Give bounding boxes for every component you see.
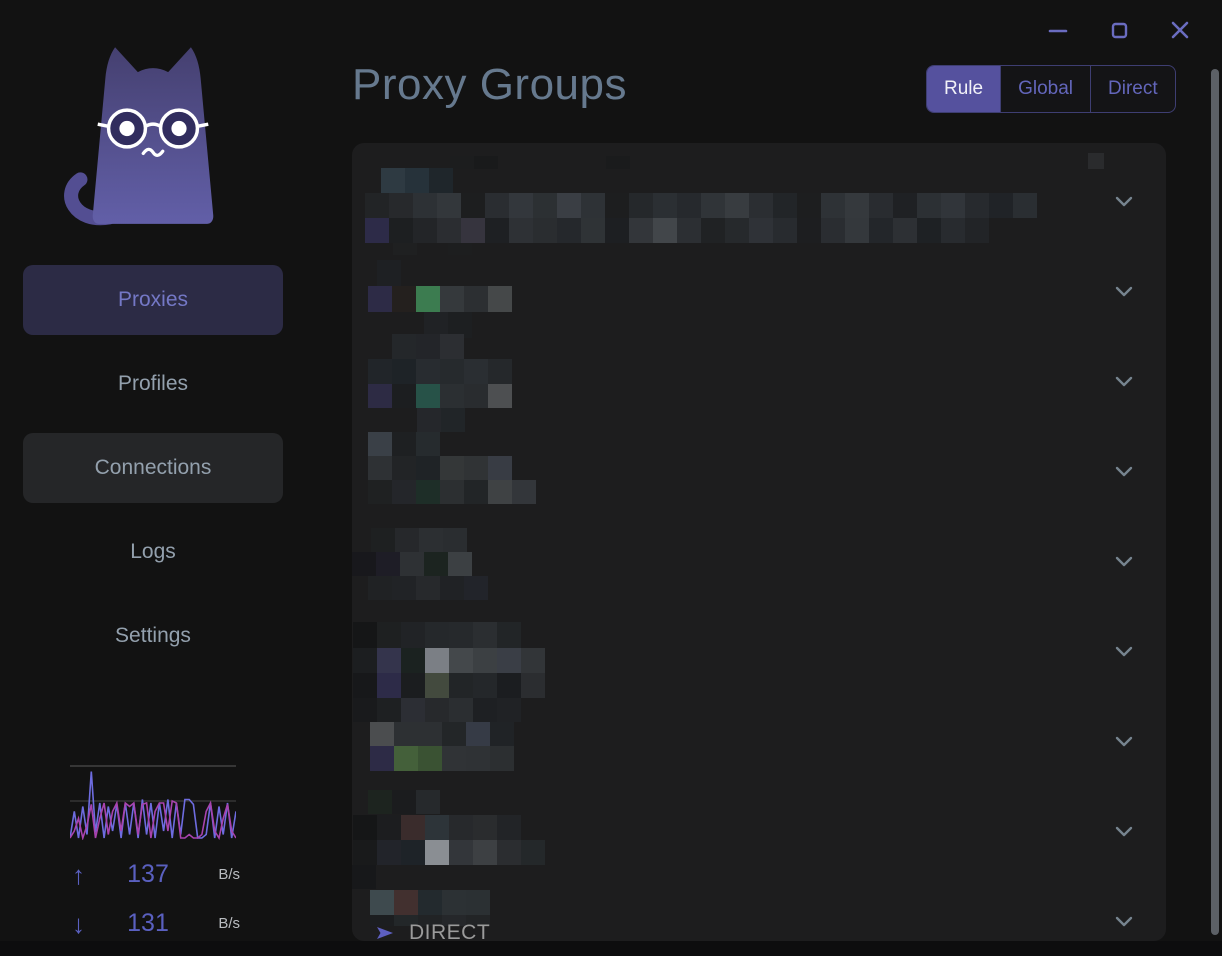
sidebar-item-profiles[interactable]: Profiles xyxy=(23,349,283,419)
sidebar-item-proxies[interactable]: Proxies xyxy=(23,265,283,335)
sidebar-item-logs[interactable]: Logs xyxy=(23,517,283,587)
download-unit: B/s xyxy=(218,915,240,932)
chevron-down-icon[interactable] xyxy=(1112,459,1136,483)
mode-label: Global xyxy=(1018,78,1073,99)
sidebar-item-label: Logs xyxy=(130,540,176,563)
close-button[interactable] xyxy=(1166,16,1194,44)
sidebar-item-label: Connections xyxy=(94,456,212,479)
sidebar-item-label: Proxies xyxy=(117,288,189,311)
download-speed: 131 xyxy=(127,909,169,937)
page-title: Proxy Groups xyxy=(352,60,627,109)
cat-body xyxy=(92,47,214,224)
chevron-down-icon[interactable] xyxy=(1112,729,1136,753)
chevron-down-icon[interactable] xyxy=(1112,549,1136,573)
cat-mouth xyxy=(141,147,165,157)
cat-left-eye xyxy=(119,120,135,137)
proxy-group-list-card xyxy=(352,143,1166,941)
mode-label: Direct xyxy=(1108,78,1158,99)
download-row: ↓ 131 B/s xyxy=(62,909,244,938)
upload-speed: 137 xyxy=(127,860,169,888)
maximize-button[interactable] xyxy=(1106,16,1134,44)
sidebar: Proxies Profiles Connections Logs Settin… xyxy=(0,0,306,956)
sidebar-item-label: Profiles xyxy=(117,372,189,395)
scrollbar-thumb[interactable] xyxy=(1211,69,1219,935)
sidebar-item-settings[interactable]: Settings xyxy=(23,601,283,671)
direct-label: DIRECT xyxy=(409,921,491,944)
minimize-button[interactable] xyxy=(1044,16,1072,44)
proxy-node-direct[interactable]: DIRECT xyxy=(374,921,490,945)
chevron-down-icon[interactable] xyxy=(1112,189,1136,213)
mode-direct-button[interactable]: Direct xyxy=(1090,66,1175,112)
upload-unit: B/s xyxy=(218,866,240,883)
sidebar-item-label: Settings xyxy=(115,624,191,647)
minimize-icon xyxy=(1048,29,1068,33)
chevron-down-icon[interactable] xyxy=(1112,639,1136,663)
cat-right-eye xyxy=(171,120,187,137)
window-bottom-edge xyxy=(0,941,1222,956)
close-icon xyxy=(1171,21,1189,39)
chevron-down-icon[interactable] xyxy=(1112,819,1136,843)
traffic-graph xyxy=(70,765,236,840)
mode-global-button[interactable]: Global xyxy=(1000,66,1090,112)
outbound-mode-group: Rule Global Direct xyxy=(926,65,1176,113)
download-arrow-icon: ↓ xyxy=(72,908,85,939)
traffic-panel: ↑ 137 B/s ↓ 131 B/s xyxy=(62,760,244,938)
clash-cat-logo xyxy=(64,47,214,226)
sidebar-item-connections[interactable]: Connections xyxy=(23,433,283,503)
upload-row: ↑ 137 B/s xyxy=(62,860,244,889)
chevron-down-icon[interactable] xyxy=(1112,279,1136,303)
chevron-down-icon[interactable] xyxy=(1112,909,1136,933)
maximize-icon xyxy=(1111,22,1128,39)
mode-label: Rule xyxy=(944,78,984,99)
chevron-down-icon[interactable] xyxy=(1112,369,1136,393)
direct-arrow-icon xyxy=(377,927,393,939)
upload-arrow-icon: ↑ xyxy=(72,859,85,890)
mode-rule-button[interactable]: Rule xyxy=(927,66,1001,112)
